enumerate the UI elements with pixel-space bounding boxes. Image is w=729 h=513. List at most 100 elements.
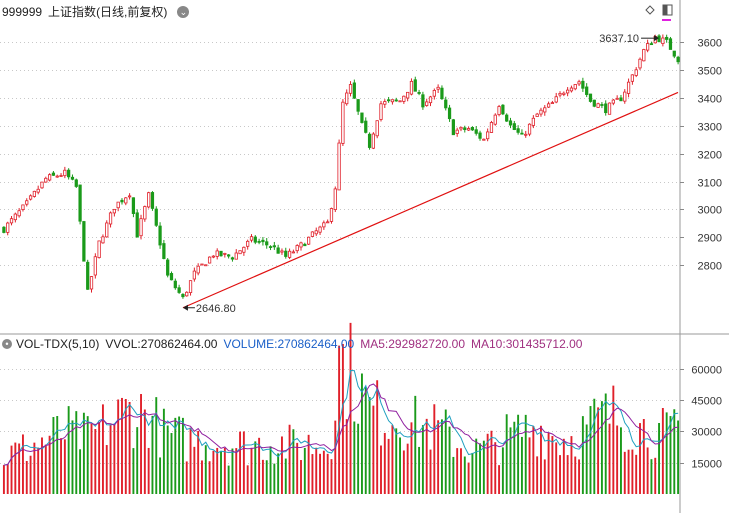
candle-body: [489, 122, 494, 133]
candle-body: [249, 236, 254, 241]
candle-body: [181, 293, 185, 298]
candle-body: [86, 261, 90, 290]
candle-body: [379, 103, 383, 120]
volume-tick-label: 45000: [691, 396, 722, 408]
price-tick-label: 3100: [698, 178, 722, 190]
candle-body: [17, 210, 21, 217]
candle-body: [585, 86, 589, 95]
candle-body: [649, 43, 654, 46]
menu-dot-icon[interactable]: •: [2, 339, 12, 349]
candle-body: [158, 225, 162, 246]
candle-body: [93, 256, 97, 276]
candle-body: [607, 102, 612, 115]
high-marker-arrowhead: [654, 35, 660, 42]
candle-body: [211, 255, 216, 258]
candle-body: [32, 190, 36, 197]
candle-body: [200, 263, 204, 266]
volume-tick-label: 60000: [691, 365, 722, 377]
candle-body: [127, 195, 132, 198]
candle-body: [478, 132, 482, 139]
candle-body: [626, 81, 631, 94]
candle-body: [413, 79, 417, 92]
candle-body: [562, 92, 566, 95]
candle-body: [169, 273, 174, 281]
diamond-icon: [645, 5, 655, 15]
high-price-label: 3637.10: [599, 33, 639, 45]
candle-body: [314, 230, 318, 235]
candle-body: [402, 95, 406, 102]
candle-body: [276, 247, 280, 254]
candle-body: [97, 240, 101, 259]
ma10-value: 301435712.00: [505, 337, 583, 351]
candle-body: [215, 250, 219, 257]
candle-body: [89, 276, 94, 290]
candle-body: [348, 84, 353, 94]
candle-body: [646, 43, 650, 51]
candle-body: [253, 236, 257, 243]
candle-body: [337, 142, 341, 191]
candle-body: [112, 208, 116, 214]
candle-body: [124, 197, 128, 204]
candle-body: [474, 129, 478, 134]
candle-body: [596, 103, 600, 108]
candle-body: [425, 101, 429, 106]
candle-body: [554, 96, 558, 103]
candle-body: [227, 254, 231, 257]
candle-body: [101, 236, 105, 244]
price-tick-label: 3300: [698, 122, 722, 134]
candle-body: [486, 131, 490, 140]
candle-body: [307, 236, 311, 245]
candle-body: [82, 221, 86, 262]
candle-body: [326, 221, 330, 224]
candle-body: [524, 133, 528, 136]
candle-body: [566, 89, 570, 94]
candle-body: [139, 218, 143, 237]
low-price-label: 2646.80: [196, 303, 236, 315]
dropdown-toggle-icon[interactable]: ⌄: [177, 6, 190, 18]
candle-body: [2, 226, 6, 233]
candle-body: [333, 188, 337, 210]
candle-body: [428, 96, 433, 104]
candle-body: [188, 280, 193, 293]
candle-body: [356, 99, 360, 112]
candle-body: [661, 37, 665, 44]
ma10-label: MA10:: [471, 337, 506, 351]
candle-body: [375, 120, 379, 137]
candle-body: [531, 117, 535, 126]
candle-body: [539, 109, 543, 115]
candle-body: [108, 212, 113, 225]
candle-body: [185, 291, 189, 297]
price-tick-label: 3000: [698, 205, 722, 217]
candle-body: [390, 99, 395, 103]
candle-body: [367, 133, 372, 148]
candle-body: [463, 127, 467, 131]
price-tick-label: 3200: [698, 150, 722, 162]
stock-name: 上证指数: [48, 5, 97, 19]
candle-body: [13, 213, 17, 221]
candle-body: [543, 107, 547, 113]
candle-body: [261, 239, 265, 243]
candle-body: [166, 259, 170, 276]
ma10-line: [3, 383, 679, 466]
candle-body: [421, 94, 425, 108]
candle-body: [527, 123, 532, 135]
low-marker-arrowhead: [182, 304, 188, 311]
volume-tick-label: 30000: [691, 427, 722, 439]
candle-body: [154, 208, 158, 226]
candle-body: [303, 243, 307, 247]
candle-body: [242, 246, 246, 253]
candle-body: [409, 80, 414, 95]
volume-label: VOLUME:: [223, 337, 278, 351]
candle-body: [512, 123, 516, 131]
volume-tick-label: 15000: [691, 459, 722, 471]
candle-body: [371, 133, 375, 149]
candle-body: [322, 222, 326, 228]
candle-body: [619, 97, 623, 102]
candle-body: [74, 179, 78, 187]
candle-body: [482, 138, 486, 141]
volume-panel-header: • VOL-TDX(5,10) VVOL:270862464.00 VOLUME:27…: [2, 337, 588, 351]
candle-body: [642, 49, 646, 62]
panel-toggle-icon-fill: [663, 5, 668, 15]
candle-body: [63, 169, 67, 177]
candle-body: [295, 245, 299, 252]
